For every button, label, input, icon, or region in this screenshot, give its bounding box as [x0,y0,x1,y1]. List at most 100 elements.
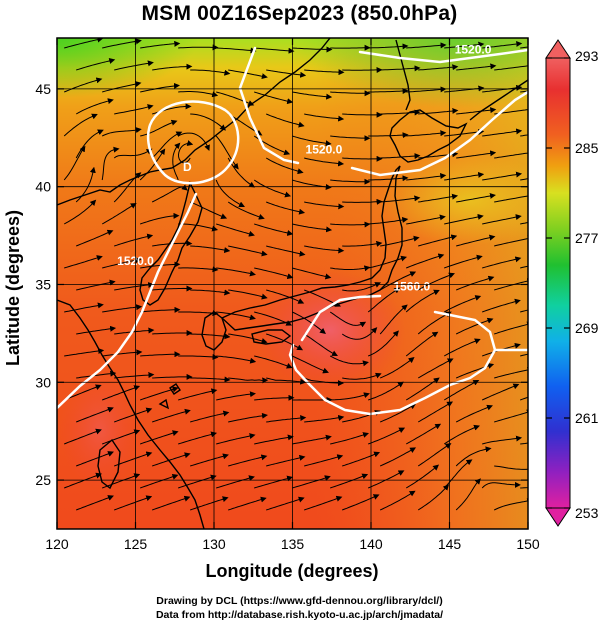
streamline-279 [304,495,343,511]
streamline-122 [266,245,306,257]
streamline-61 [406,130,447,137]
streamline-274 [114,495,153,511]
y-tick-label-25: 25 [35,472,51,488]
x-tick-label-125: 125 [124,536,148,552]
contour-label-0: 1520.0 [306,142,343,156]
streamline-144 [114,282,155,291]
streamline-264 [216,475,255,489]
y-tick-label-45: 45 [35,81,51,97]
streamline-11 [482,40,523,49]
streamline-30 [216,91,255,106]
colorbar-tick-label-253: 253 [575,505,599,521]
contour-label-1: 1560.0 [393,279,430,293]
streamline-247 [76,451,114,467]
streamline-157 [102,304,143,313]
x-tick-label-120: 120 [45,536,69,552]
streamline-13 [76,58,116,71]
streamline-255 [379,447,417,467]
streamline-75 [456,150,497,159]
streamline-251 [228,454,268,467]
contour-line-north-low [238,46,300,165]
streamline-212 [216,391,256,401]
streamline-275 [152,495,191,511]
streamline-53 [101,127,142,137]
streamline-73 [380,153,421,160]
streamline-211 [178,388,218,401]
lat-lon-gridlines [57,38,528,529]
streamline-102 [494,192,528,203]
streamline-37 [482,84,523,93]
streamline-32 [292,91,333,100]
streamline-224 [190,410,230,423]
streamline-28 [140,82,180,93]
streamline-276 [190,496,229,511]
colorbar: 293 285 277 269 261 253 [545,39,599,527]
streamline-104 [63,199,97,225]
y-axis-label: Latitude (degrees) [3,210,23,366]
streamline-138 [368,255,408,269]
streamline-137 [330,265,371,272]
streamline-283 [455,478,481,511]
streamline-227 [304,414,345,423]
streamline-196 [114,372,155,379]
streamline-6 [292,46,333,53]
credit-drawing: Drawing by DCL (https://www.gfd-dennou.o… [156,595,443,607]
streamline-254 [342,451,381,467]
streamline-182 [64,348,105,357]
x-axis-label: Longitude (degrees) [205,561,378,581]
streamline-18 [266,69,307,78]
coast-kyushu [201,311,227,351]
streamline-68 [177,140,194,164]
streamline-16 [190,69,231,76]
streamline-281 [379,490,416,511]
streamline-237 [178,431,218,445]
colorbar-top-arrow [545,39,571,59]
streamline-56 [215,135,239,170]
streamline-208 [64,384,102,401]
streamline-175 [303,333,338,357]
streamline-234 [64,428,102,445]
streamline-143 [76,279,116,291]
streamline-49 [456,107,497,115]
contour-line-1520-west [57,192,198,410]
streamline-38 [520,90,528,93]
coast-asia-mainland [57,38,331,206]
streamline-93 [151,184,188,203]
streamline-204 [417,358,454,379]
streamline-160 [216,311,256,321]
streamline-117 [76,229,114,247]
streamline-124 [342,240,383,247]
streamline-215 [330,392,370,401]
streamline-253 [304,454,344,467]
streamline-266 [292,475,331,489]
streamline-209 [102,385,141,401]
streamline-8 [368,43,409,50]
streamline-173 [228,333,268,344]
streamline-197 [152,373,193,380]
coast-china-east [57,299,205,529]
streamline-145 [152,285,193,292]
streamline-199 [228,377,269,384]
streamline-123 [304,245,345,254]
contour-label-4: D [183,160,192,174]
streamline-165 [405,289,440,313]
streamline-90 [520,178,528,181]
streamline-156 [64,302,104,313]
streamline-42 [190,113,226,131]
streamline-188 [291,355,329,374]
streamline-65 [75,129,104,159]
streamline-52 [63,113,98,137]
streamline-87 [406,173,447,181]
streamline-111 [330,221,371,228]
streamline-97 [304,201,345,210]
streamline-277 [228,496,267,511]
streamline-17 [228,69,268,80]
streamline-62 [444,129,485,137]
streamline-258 [494,465,528,470]
streamline-44 [266,113,305,128]
streamline-150 [342,282,382,292]
streamline-195 [76,370,117,379]
streamline-46 [342,111,383,118]
streamline-141 [482,256,522,269]
